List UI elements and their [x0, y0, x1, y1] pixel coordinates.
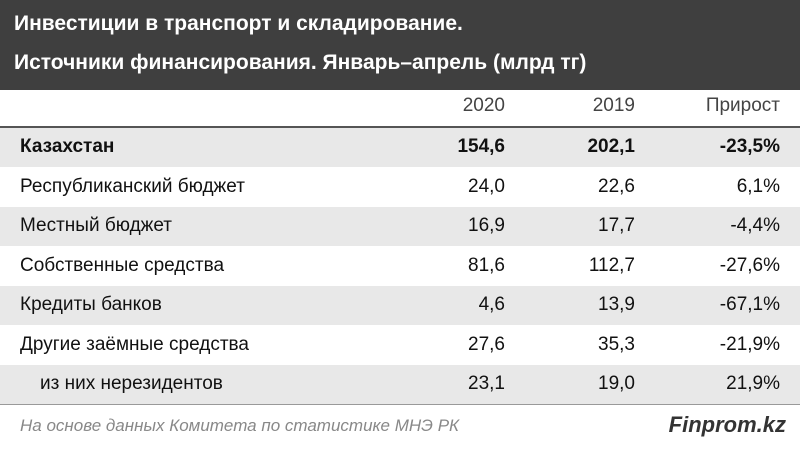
rule	[0, 126, 800, 128]
source-note: На основе данных Комитета по статистике …	[20, 416, 460, 435]
brand: Finprom.kz	[668, 412, 786, 437]
row-label: Местный бюджет	[20, 215, 172, 236]
column-header: 2020	[462, 95, 505, 116]
cell-value: 81,6	[468, 254, 505, 276]
cell-value: -23,5%	[719, 136, 780, 157]
cell-value: 19,0	[598, 373, 635, 394]
row-label: Собственные средства	[20, 254, 225, 276]
cell-value: 154,6	[457, 136, 505, 157]
title-line: Инвестиции в транспорт и складирование.	[14, 12, 463, 35]
table-row: Собственные средства 81,6 112,7 -27,6%	[0, 247, 800, 286]
title-line: Источники финансирования. Январь–апрель …	[14, 51, 587, 74]
cell-value: 4,6	[478, 294, 505, 315]
header: Инвестиции в транспорт и складирование. …	[0, 0, 800, 90]
row-label: из них нерезидентов	[40, 373, 223, 394]
table-row: Другие заёмные средства 27,6 35,3 -21,9%	[0, 326, 800, 365]
table-row: из них нерезидентов 23,1 19,0 21,9%	[0, 365, 800, 404]
column-header: 2019	[592, 95, 635, 116]
cell-value: 21,9%	[726, 373, 780, 394]
row-label: Республиканский бюджет	[20, 175, 245, 197]
table-row: Местный бюджет 16,9 17,7 -4,4%	[0, 207, 800, 246]
cell-value: 13,9	[598, 294, 635, 315]
cell-value: 6,1%	[736, 175, 780, 197]
cell-value: 22,6	[598, 175, 635, 197]
cell-value: -67,1%	[719, 294, 780, 315]
cell-value: -21,9%	[719, 333, 780, 355]
cell-value: 112,7	[588, 254, 635, 276]
table-row: Казахстан 154,6 202,1 -23,5%	[0, 128, 800, 167]
table-row: Республиканский бюджет 24,0 22,6 6,1%	[0, 168, 800, 207]
row-label: Другие заёмные средства	[20, 333, 249, 355]
rule	[0, 404, 800, 405]
cell-value: 27,6	[468, 333, 505, 355]
cell-value: 202,1	[587, 136, 635, 157]
cell-value: 16,9	[468, 215, 505, 236]
cell-value: 23,1	[468, 373, 505, 394]
cell-value: 17,7	[598, 215, 635, 236]
table-row: Кредиты банков 4,6 13,9 -67,1%	[0, 286, 800, 325]
column-header: Прирост	[705, 95, 780, 116]
cell-value: -27,6%	[719, 254, 780, 276]
cell-value: 24,0	[468, 175, 505, 197]
row-label: Казахстан	[20, 136, 115, 157]
row-label: Кредиты банков	[20, 294, 162, 315]
cell-value: 35,3	[598, 333, 635, 355]
cell-value: -4,4%	[730, 215, 780, 236]
